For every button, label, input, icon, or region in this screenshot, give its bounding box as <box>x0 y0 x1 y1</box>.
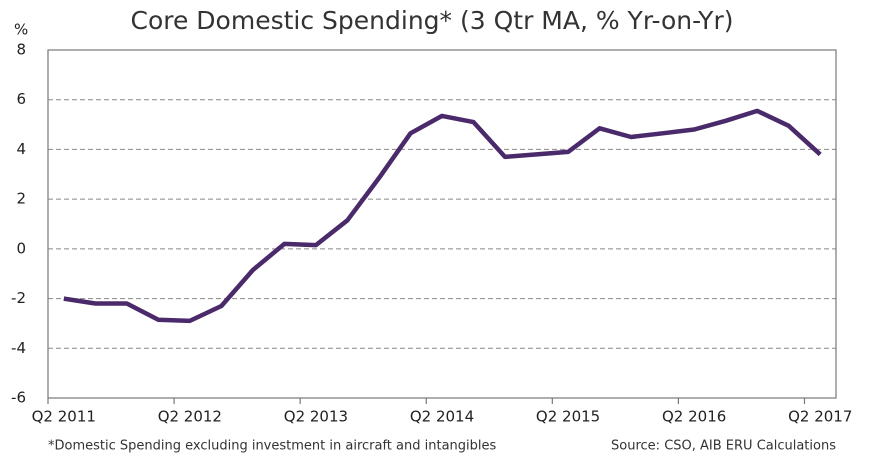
y-tick-label: -6 <box>11 389 26 407</box>
x-tick-label: Q2 2014 <box>410 408 474 426</box>
source: Source: CSO, AIB ERU Calculations <box>611 439 836 454</box>
y-axis-label: % <box>14 21 28 39</box>
y-tick-label: 8 <box>16 41 26 59</box>
y-tick-label: -2 <box>11 289 26 307</box>
data-line <box>63 108 822 324</box>
y-tick-label: 2 <box>16 190 26 208</box>
y-tick-label: 4 <box>16 140 26 158</box>
y-tick-label: 6 <box>16 90 26 108</box>
chart-title: Core Domestic Spending* (3 Qtr MA, % Yr-… <box>130 6 733 35</box>
x-tick-label: Q2 2013 <box>284 408 348 426</box>
x-tick-label: Q2 2012 <box>158 408 222 426</box>
footnote: *Domestic Spending excluding investment … <box>48 439 497 454</box>
x-tick-label: Q2 2016 <box>662 408 726 426</box>
x-tick-label: Q2 2011 <box>32 408 96 426</box>
x-tick-label: Q2 2017 <box>788 408 852 426</box>
x-tick-label: Q2 2015 <box>536 408 600 426</box>
y-tick-label: -4 <box>11 339 26 357</box>
y-tick-label: 0 <box>16 239 26 257</box>
plot-frame <box>47 49 837 399</box>
